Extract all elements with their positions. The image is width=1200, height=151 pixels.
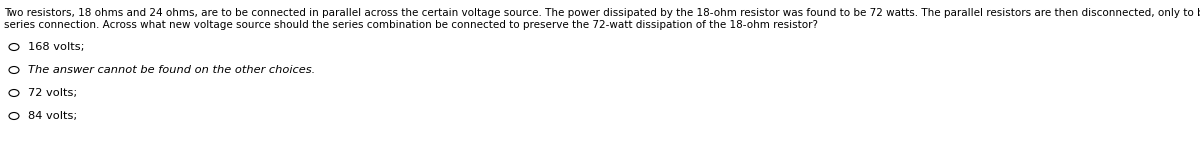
- Text: 84 volts;: 84 volts;: [28, 111, 77, 121]
- Text: 168 volts;: 168 volts;: [28, 42, 84, 52]
- Text: 72 volts;: 72 volts;: [28, 88, 77, 98]
- Text: series connection. Across what new voltage source should the series combination : series connection. Across what new volta…: [4, 20, 818, 30]
- Text: The answer cannot be found on the other choices.: The answer cannot be found on the other …: [28, 65, 316, 75]
- Text: Two resistors, 18 ohms and 24 ohms, are to be connected in parallel across the c: Two resistors, 18 ohms and 24 ohms, are …: [4, 8, 1200, 18]
